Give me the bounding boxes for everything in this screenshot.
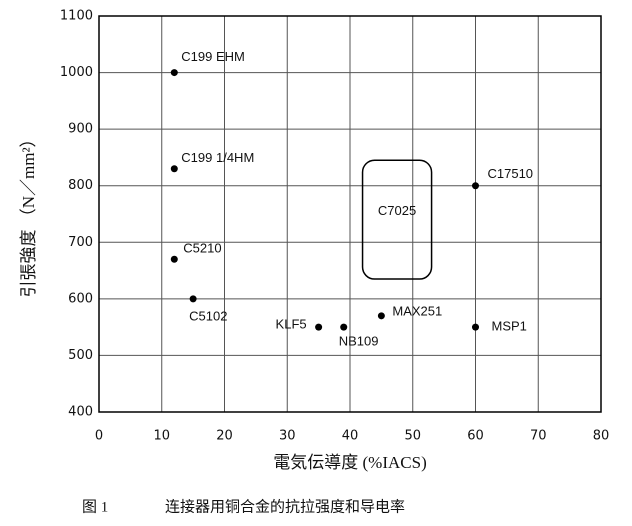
point	[340, 323, 348, 331]
y-axis-label: 引張強度 （N／mm²）	[19, 130, 38, 297]
y-tick-label: 800	[68, 178, 93, 193]
x-axis-label: 電気伝導度 (%IACS)	[273, 453, 426, 472]
point	[170, 165, 178, 173]
y-tick-label: 1000	[60, 65, 93, 80]
point	[472, 182, 479, 190]
x-tick-label: 10	[153, 429, 170, 444]
y-tick-label: 400	[68, 405, 93, 420]
point-label: C5210	[183, 241, 221, 256]
point	[472, 323, 479, 331]
y-tick-label: 500	[68, 348, 93, 363]
point	[170, 255, 178, 263]
x-tick-label: 60	[467, 429, 484, 444]
x-tick-label: 0	[95, 429, 103, 444]
point-label: MSP1	[492, 319, 527, 334]
point-label: KLF5	[276, 317, 307, 332]
x-tick-label: 80	[593, 429, 610, 444]
point-label: NB109	[339, 334, 379, 349]
caption: 连接器用铜合金的抗拉强度和导电率	[165, 498, 405, 515]
point-label: MAX251	[392, 303, 442, 318]
point	[377, 312, 385, 320]
point-label: C5102	[189, 308, 227, 323]
y-tick-label: 1100	[60, 9, 93, 24]
plot-frame	[98, 15, 602, 413]
region-label: C7025	[378, 203, 416, 218]
point	[189, 295, 197, 303]
point	[315, 323, 323, 331]
point	[170, 69, 178, 77]
region	[361, 159, 433, 280]
x-tick-label: 70	[530, 429, 547, 444]
caption-number: 图 1	[82, 498, 108, 515]
y-tick-label: 900	[68, 122, 93, 137]
x-tick-label: 40	[342, 429, 359, 444]
point-label: C199 1/4HM	[181, 150, 254, 165]
y-tick-label: 600	[68, 291, 93, 306]
x-tick-label: 30	[279, 429, 296, 444]
x-tick-label: 20	[216, 429, 233, 444]
y-tick-label: 700	[68, 235, 93, 250]
point-label: C17510	[488, 166, 534, 181]
point-label: C199 EHM	[181, 49, 245, 64]
x-tick-label: 50	[404, 429, 421, 444]
